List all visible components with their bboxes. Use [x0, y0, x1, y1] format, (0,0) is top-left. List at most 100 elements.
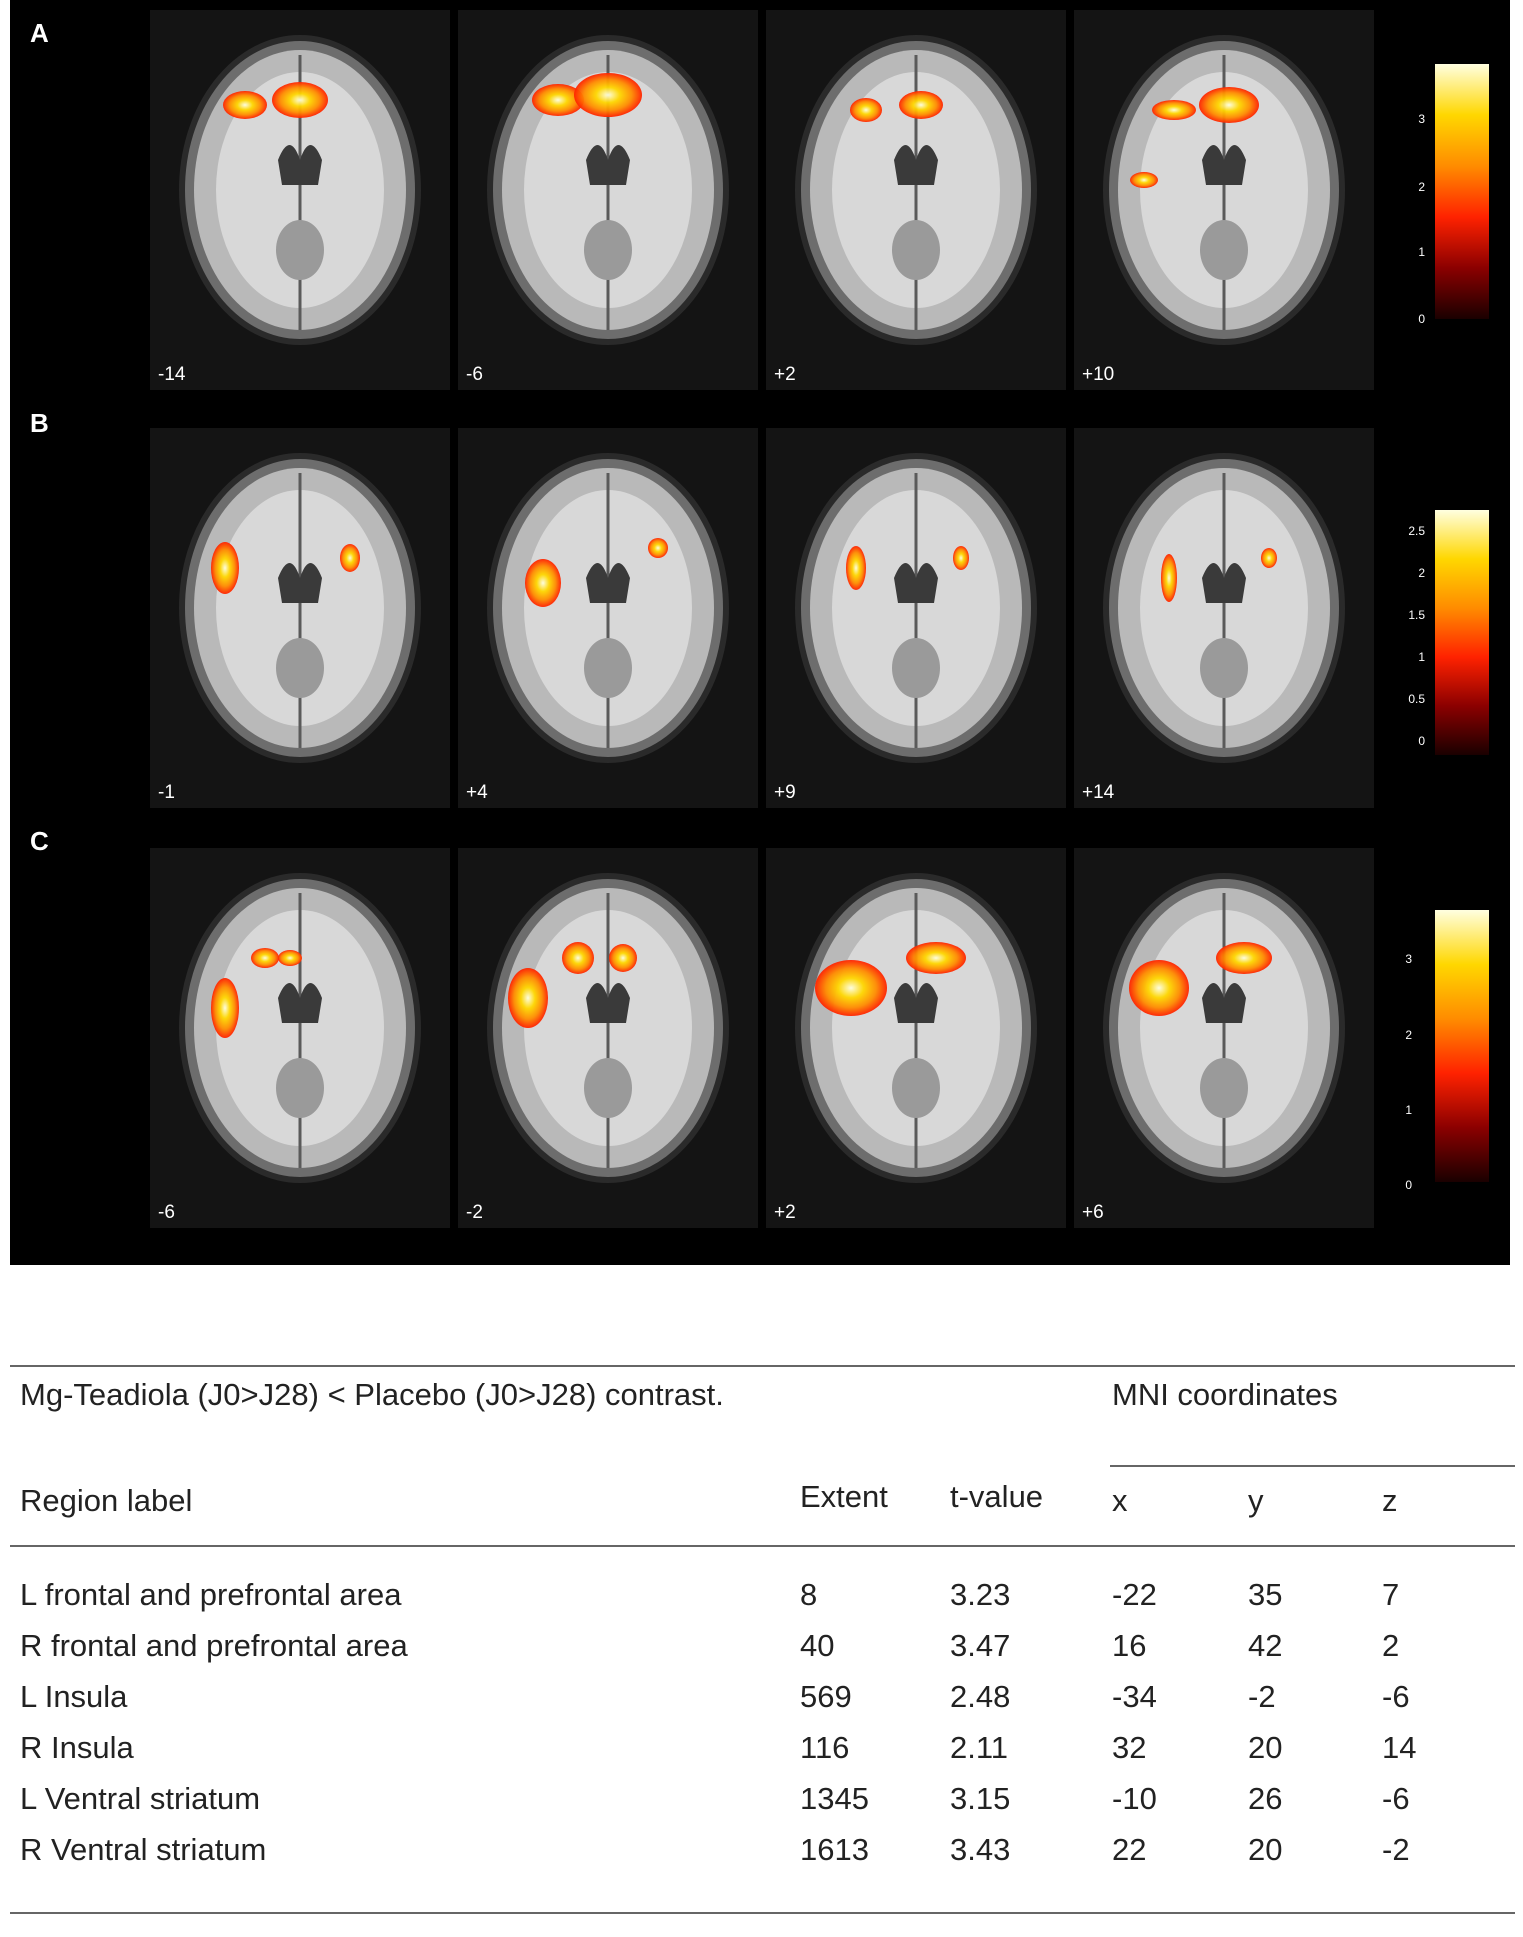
slice-coordinate: -1 — [158, 782, 175, 803]
table-cell: 7 — [1382, 1577, 1400, 1612]
panel-label-b: B — [30, 408, 49, 438]
slice-coordinate: +2 — [774, 364, 796, 385]
brain-slice: +4 — [458, 428, 758, 808]
colorbar-tick: 1.5 — [1408, 608, 1425, 622]
results-table: Mg-Teadiola (J0>J28) < Placebo (J0>J28) … — [10, 1355, 1515, 1930]
activation-cluster — [508, 968, 548, 1028]
ventricles — [586, 983, 630, 1023]
brain-slice: +2 — [766, 10, 1066, 390]
activation-cluster — [525, 559, 561, 607]
table-cell: 26 — [1248, 1781, 1283, 1816]
slice-coordinate: -14 — [158, 364, 186, 385]
colorbar-tick: 1 — [1418, 245, 1425, 259]
activation-cluster — [609, 944, 637, 972]
table-bottom-rule — [10, 1912, 1515, 1914]
brain-slice-image — [458, 848, 758, 1228]
table-cell: 3.47 — [950, 1628, 1011, 1663]
ventricles — [278, 145, 322, 185]
table-cell: R Insula — [20, 1730, 134, 1765]
brain-slice-image — [766, 428, 1066, 808]
brain-slice-image — [766, 848, 1066, 1228]
colorbar-tick: 0 — [1418, 312, 1425, 326]
brain-slice: +9 — [766, 428, 1066, 808]
table-cell: L frontal and prefrontal area — [20, 1577, 402, 1612]
activation-cluster — [899, 91, 943, 119]
colorbar-gradient — [1435, 510, 1489, 755]
activation-cluster — [648, 538, 668, 558]
table-cell: 40 — [800, 1628, 835, 1663]
table-cell: -2 — [1248, 1679, 1276, 1714]
colorbar-tick: 2.5 — [1408, 524, 1425, 538]
slice-coordinate: +10 — [1082, 364, 1115, 385]
brain-slice-image — [150, 428, 450, 808]
activation-cluster — [211, 542, 239, 594]
brain-slice: -6 — [458, 10, 758, 390]
table-cell: 16 — [1112, 1628, 1147, 1663]
brain-slice-image — [1074, 10, 1374, 390]
brain-slice: -6 — [150, 848, 450, 1228]
ventricles — [894, 145, 938, 185]
colorbar: 3 2 1 0 — [1382, 848, 1505, 1208]
colorbar-tick: 0 — [1418, 734, 1425, 748]
column-header: z — [1382, 1483, 1398, 1518]
brain-slice: +6 — [1074, 848, 1374, 1228]
table-cell: L Insula — [20, 1679, 128, 1714]
column-header: x — [1112, 1483, 1128, 1518]
activation-cluster — [953, 546, 969, 570]
ventricles — [278, 563, 322, 603]
table-cell: 3.15 — [950, 1781, 1011, 1816]
activation-cluster — [562, 942, 594, 974]
table-cell: 2 — [1382, 1628, 1400, 1663]
brain-slice-image — [766, 10, 1066, 390]
activation-cluster — [815, 960, 887, 1016]
mni-header: MNI coordinates — [1112, 1377, 1338, 1412]
colorbar-tick: 3 — [1405, 952, 1412, 966]
colorbar: 2.5 2 1.5 1 0.5 0 — [1395, 490, 1505, 760]
table-cell: -10 — [1112, 1781, 1157, 1816]
table-cell: -6 — [1382, 1781, 1410, 1816]
ventricles — [586, 145, 630, 185]
table-cell: 20 — [1248, 1832, 1283, 1867]
colorbar-tick: 0.5 — [1408, 692, 1425, 706]
brainstem — [892, 638, 940, 698]
ventricles — [1202, 983, 1246, 1023]
table-cell: 35 — [1248, 1577, 1283, 1612]
activation-cluster — [532, 84, 584, 116]
activation-cluster — [278, 950, 302, 966]
activation-cluster — [846, 546, 866, 590]
colorbar-gradient — [1435, 910, 1489, 1182]
slice-coordinate: +14 — [1082, 782, 1115, 803]
activation-cluster — [850, 98, 882, 122]
table-caption: Mg-Teadiola (J0>J28) < Placebo (J0>J28) … — [20, 1377, 724, 1412]
panel-label-c: C — [30, 826, 49, 856]
colorbar-tick: 1 — [1418, 650, 1425, 664]
ventricles — [894, 563, 938, 603]
panel-label-a: A — [30, 18, 49, 48]
table-cell: 2.48 — [950, 1679, 1011, 1714]
brainstem — [276, 1058, 324, 1118]
brainstem — [1200, 220, 1248, 280]
brain-slice-image — [1074, 848, 1374, 1228]
brainstem — [276, 220, 324, 280]
activation-cluster — [223, 91, 267, 119]
table-cell: 569 — [800, 1679, 852, 1714]
brain-slice-image — [458, 428, 758, 808]
colorbar-tick: 2 — [1418, 180, 1425, 194]
ventricles — [586, 563, 630, 603]
brainstem — [584, 638, 632, 698]
table-cell: 2.11 — [950, 1730, 1009, 1765]
slice-coordinate: +6 — [1082, 1202, 1104, 1223]
column-header: y — [1248, 1483, 1264, 1518]
activation-cluster — [272, 82, 328, 118]
brain-slice: -14 — [150, 10, 450, 390]
slice-coordinate: +4 — [466, 782, 488, 803]
brainstem — [584, 220, 632, 280]
table-cell: 14 — [1382, 1730, 1417, 1765]
table-cell: 1345 — [800, 1781, 869, 1816]
table-cell: 32 — [1112, 1730, 1147, 1765]
brain-slice: -1 — [150, 428, 450, 808]
table-cell: R frontal and prefrontal area — [20, 1628, 408, 1663]
table-cell: L Ventral striatum — [20, 1781, 261, 1816]
activation-cluster — [251, 948, 279, 968]
colorbar: 3 2 1 0 — [1395, 20, 1505, 360]
